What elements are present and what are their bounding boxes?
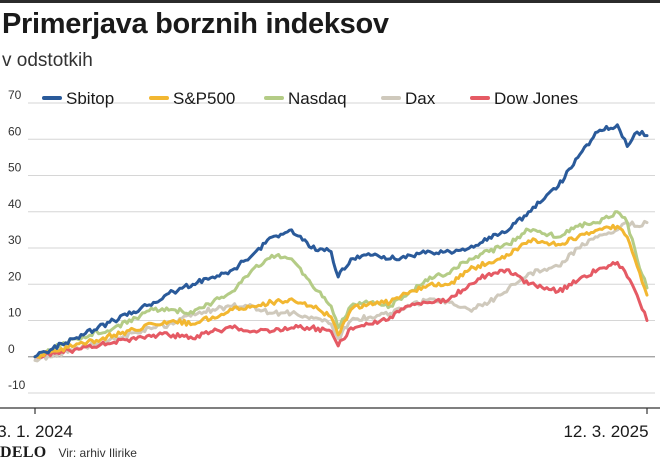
chart-subtitle: v odstotkih — [2, 50, 93, 71]
publisher-logo: DELO — [0, 444, 47, 461]
legend-label-dax: Dax — [405, 89, 436, 108]
footer: DELO Vir: arhiv Ilirike — [0, 444, 137, 462]
y-tick-label: 10 — [8, 306, 22, 320]
legend-label-sbitop: Sbitop — [66, 89, 114, 108]
y-tick-label: 60 — [8, 124, 22, 138]
y-tick-label: 40 — [8, 197, 22, 211]
series-line-s-p500 — [33, 223, 649, 360]
y-tick-label: 0 — [8, 342, 15, 356]
y-tick-label: 30 — [8, 233, 22, 247]
x-tick-label-start: 3. 1. 2024 — [0, 422, 73, 441]
grid-layer — [28, 102, 655, 394]
top-rule — [0, 0, 660, 3]
y-tick-label: 50 — [8, 161, 22, 175]
series-line-dow-jones — [33, 261, 649, 359]
source-note: Vir: arhiv Ilirike — [58, 446, 137, 460]
series-layer — [33, 123, 649, 363]
legend-label-s-p500: S&P500 — [173, 89, 235, 108]
legend-label-nasdaq: Nasdaq — [288, 89, 347, 108]
x-tick-label-end: 12. 3. 2025 — [563, 422, 648, 441]
y-tick-label: -10 — [8, 378, 26, 392]
axis-layer: -10 0 10 20 30 40 50 60 70 3. 1. 2024 12. 3. 2025 — [0, 88, 660, 441]
series-line-sbitop — [33, 123, 649, 359]
series-line-nasdaq — [33, 210, 649, 359]
y-tick-label: 70 — [8, 88, 22, 102]
series-line-dax — [33, 219, 649, 363]
chart-title: Primerjava borznih indeksov — [2, 8, 389, 40]
y-tick-label: 20 — [8, 269, 22, 283]
legend: Sbitop S&P500 Nasdaq Dax Dow Jones — [42, 89, 578, 108]
legend-label-dow-jones: Dow Jones — [494, 89, 578, 108]
